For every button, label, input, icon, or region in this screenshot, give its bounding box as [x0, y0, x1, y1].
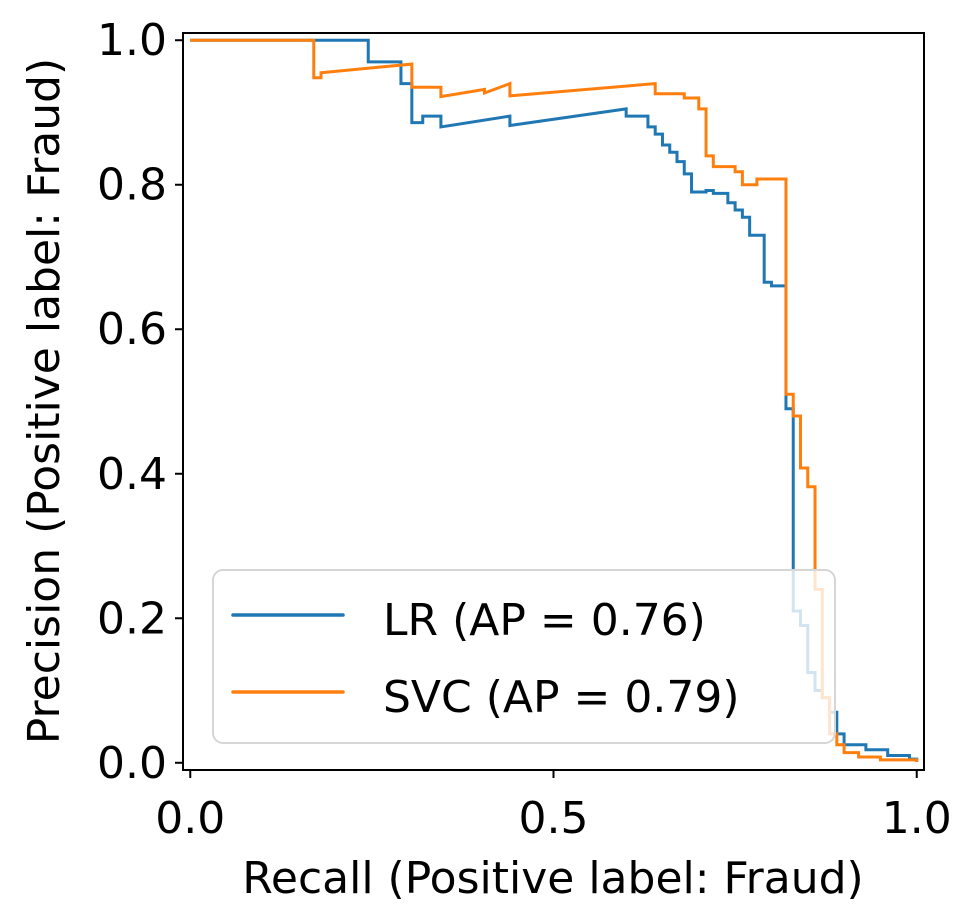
x-tick-label: 0.5 [519, 793, 589, 844]
y-tick-label: 0.2 [97, 593, 167, 644]
legend-label-lr: LR (AP = 0.76) [383, 595, 706, 646]
legend-frame [212, 569, 836, 744]
y-tick-label: 0.0 [97, 738, 167, 789]
y-axis-label: Precision (Positive label: Fraud) [19, 58, 70, 744]
x-tick-label: 1.0 [882, 793, 952, 844]
x-tick-label: 0.0 [155, 793, 225, 844]
legend-label-svc: SVC (AP = 0.79) [383, 672, 740, 723]
legend: LR (AP = 0.76) SVC (AP = 0.79) [212, 569, 836, 744]
series-line-svc [190, 38, 919, 763]
y-tick-label: 1.0 [97, 15, 167, 66]
x-axis-label: Recall (Positive label: Fraud) [242, 853, 863, 904]
y-axis-ticks: 0.0 0.2 0.4 0.6 0.8 1.0 [97, 15, 183, 789]
y-tick-label: 0.4 [97, 449, 167, 500]
y-tick-label: 0.6 [97, 304, 167, 355]
x-axis-ticks: 0.0 0.5 1.0 [155, 770, 952, 844]
y-tick-label: 0.8 [97, 160, 167, 211]
